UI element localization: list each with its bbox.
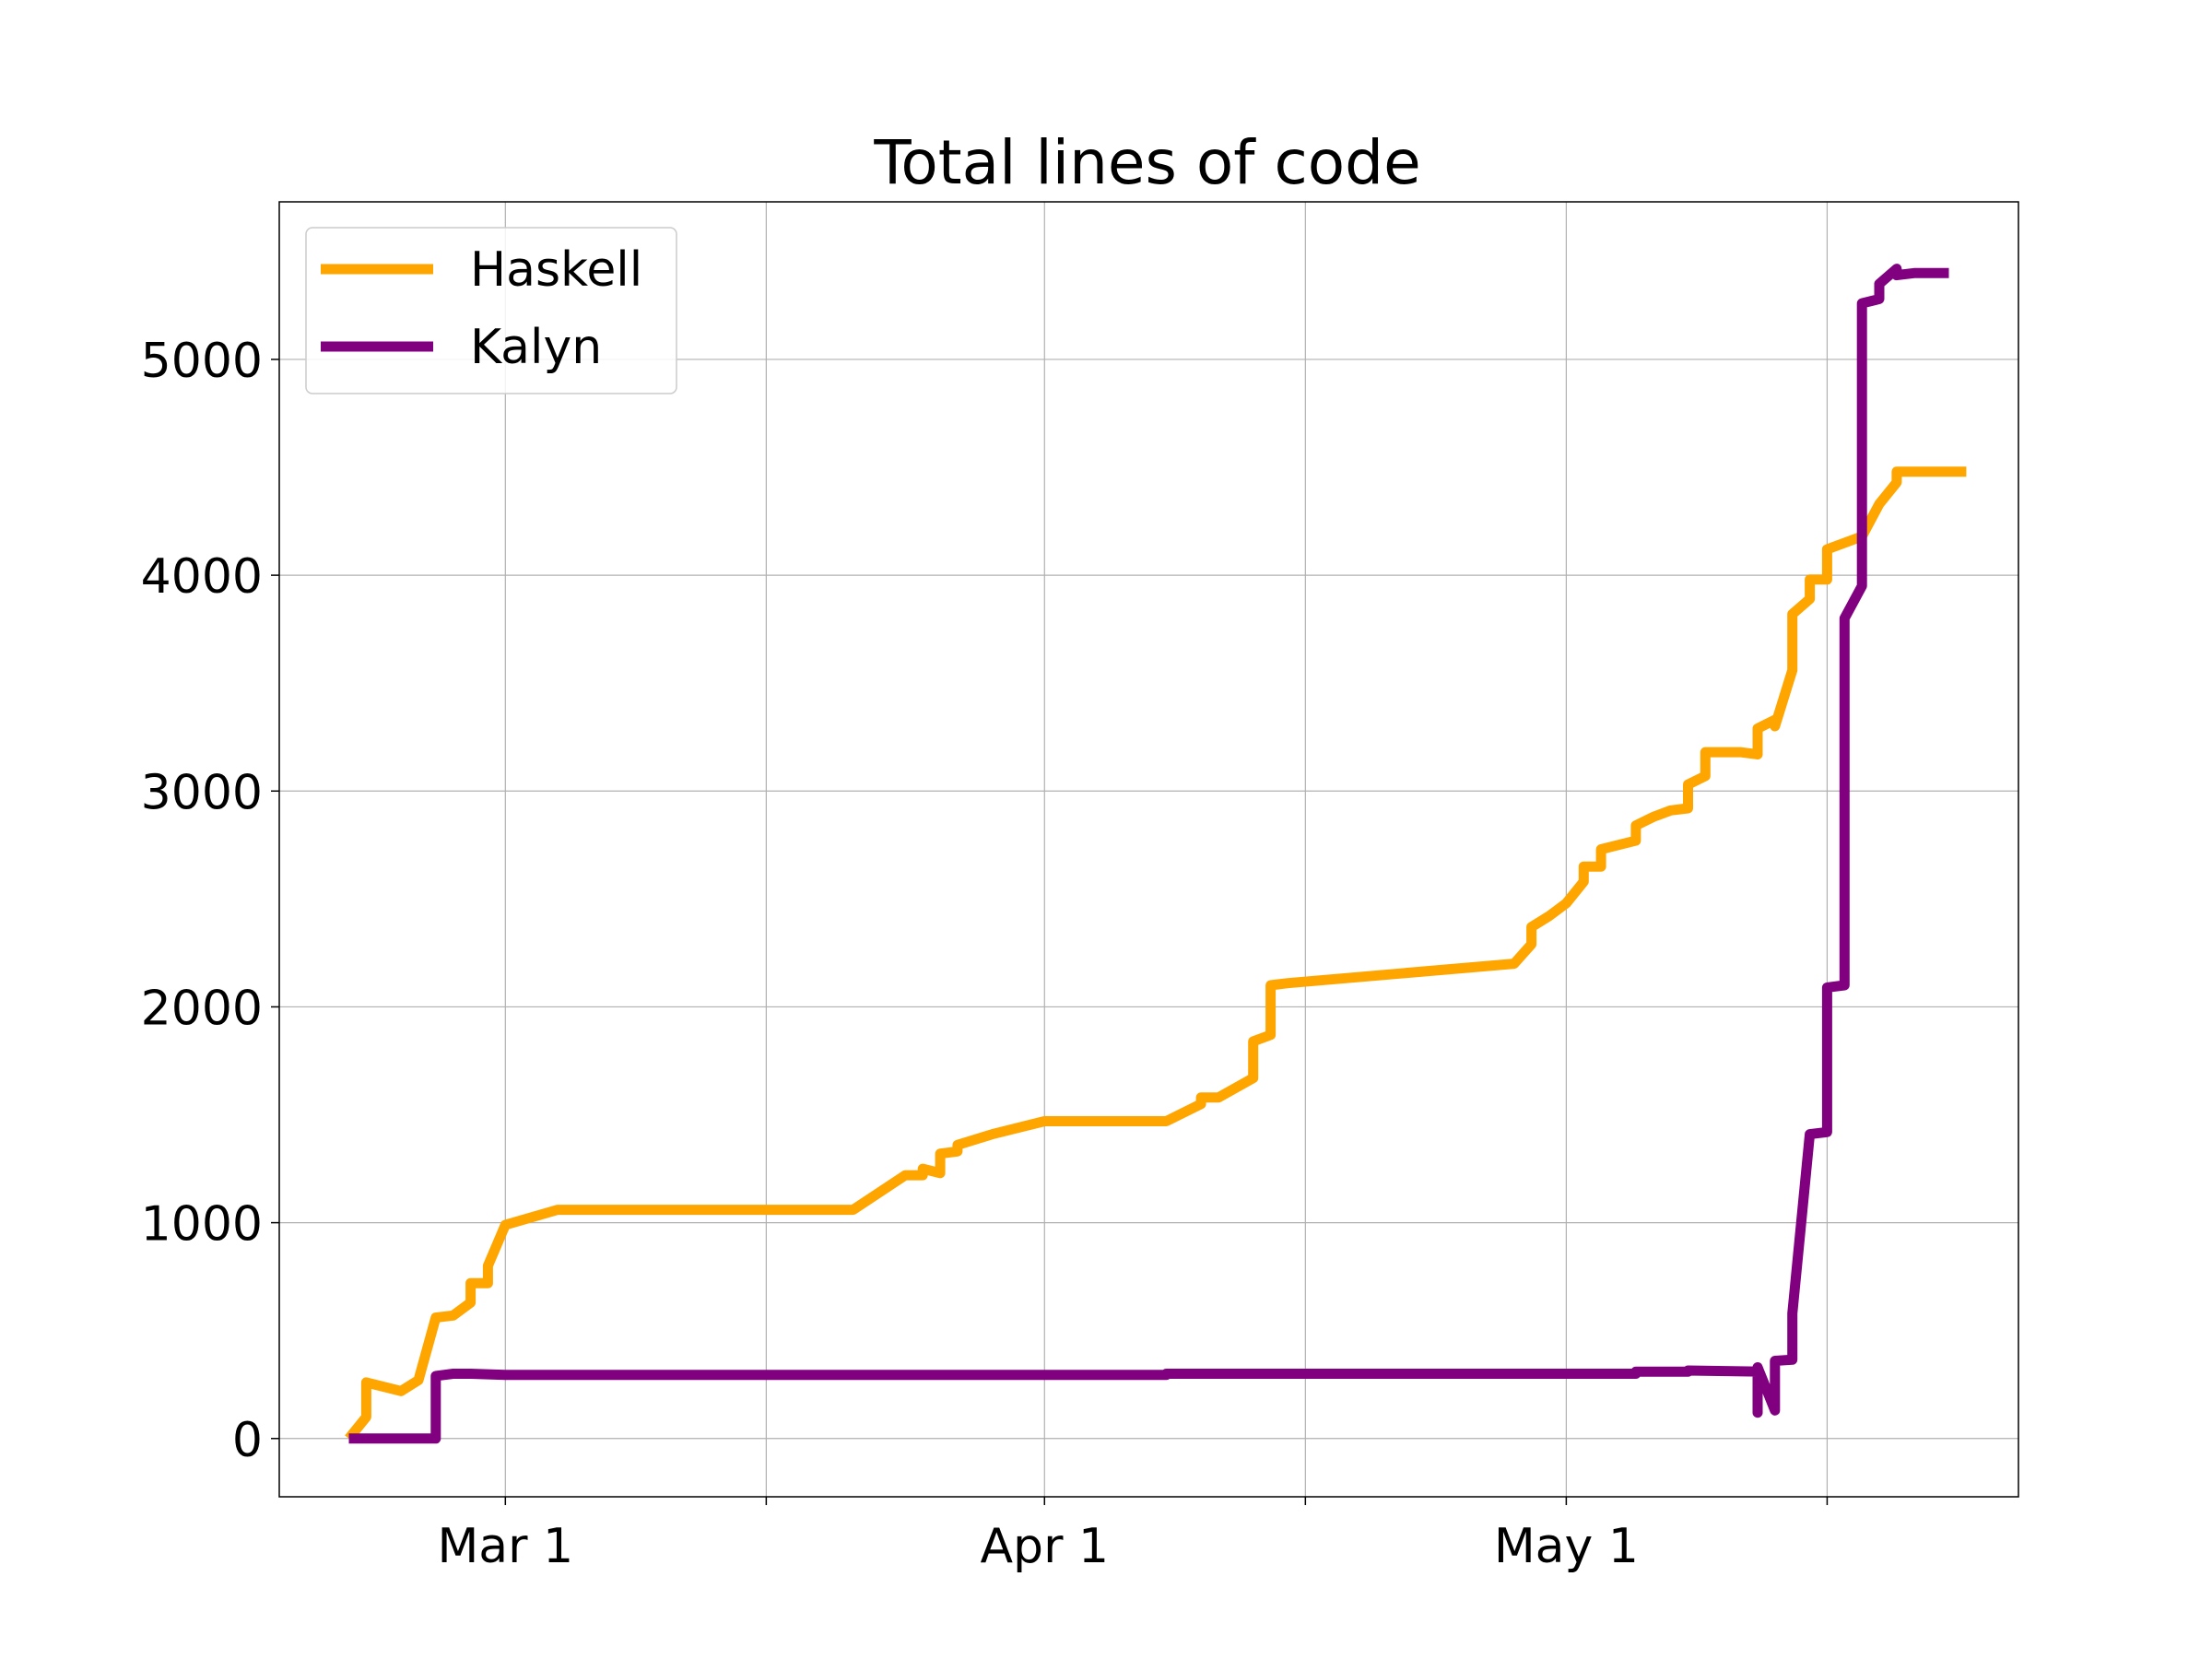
y-tick-label: 2000 xyxy=(141,981,263,1036)
x-axis: Mar 1 Apr 1 May 1 xyxy=(437,1497,1829,1574)
y-tick-label: 0 xyxy=(232,1413,263,1468)
y-axis: 0 1000 2000 3000 4000 5000 xyxy=(141,334,279,1468)
x-tick-label: May 1 xyxy=(1494,1519,1639,1574)
x-tick-label: Apr 1 xyxy=(980,1519,1109,1574)
grid xyxy=(279,202,2018,1497)
x-tick-label: Mar 1 xyxy=(437,1519,573,1574)
series-line-haskell xyxy=(345,466,1967,1442)
axes-frame xyxy=(278,201,2019,1498)
series-lines xyxy=(345,264,1967,1444)
y-tick-label: 1000 xyxy=(141,1197,263,1253)
chart-title: Total lines of code xyxy=(873,127,1420,198)
legend: Haskell Kalyn xyxy=(305,227,677,394)
axes-background xyxy=(279,202,2018,1497)
legend-label-haskell: Haskell xyxy=(470,242,642,298)
legend-label-kalyn: Kalyn xyxy=(470,320,602,375)
plot-area: Mar 1 Apr 1 May 1 0 1000 2000 3000 4000 5000 Hask… xyxy=(141,201,2019,1574)
y-tick-label: 5000 xyxy=(141,334,263,389)
y-tick-label: 3000 xyxy=(141,765,263,820)
series-line-kalyn xyxy=(348,264,1949,1444)
y-tick-label: 4000 xyxy=(141,549,263,605)
